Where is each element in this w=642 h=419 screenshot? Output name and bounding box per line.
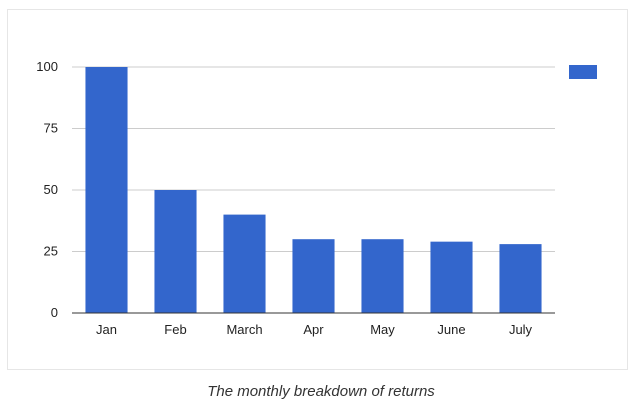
bar-may <box>361 239 404 313</box>
bar-june <box>430 241 473 313</box>
y-tick-label: 75 <box>44 121 58 136</box>
x-tick-label: May <box>370 322 395 337</box>
x-tick-label: Jan <box>96 322 117 337</box>
x-axis-ticks: Jan Feb March Apr May June July <box>96 322 533 337</box>
x-tick-label: March <box>226 322 262 337</box>
y-tick-label: 50 <box>44 182 58 197</box>
grid-lines <box>72 66 555 252</box>
x-tick-label: July <box>509 322 533 337</box>
y-tick-label: 0 <box>51 305 58 320</box>
bar-feb <box>154 190 197 313</box>
y-axis-ticks: 0 25 50 75 100 <box>36 59 58 320</box>
y-tick-label: 25 <box>44 244 58 259</box>
bar-chart: 0 25 50 75 100 Jan Feb March Apr May June July <box>36 59 597 337</box>
x-tick-label: Feb <box>164 322 186 337</box>
x-tick-label: Apr <box>303 322 324 337</box>
chart-caption: The monthly breakdown of returns <box>207 383 435 400</box>
x-tick-label: June <box>437 322 465 337</box>
bar-jan <box>85 67 128 313</box>
legend-swatch <box>569 65 597 79</box>
bar-apr <box>292 239 335 313</box>
bar-march <box>223 214 266 313</box>
bars <box>85 67 542 313</box>
bar-july <box>499 244 542 313</box>
y-tick-label: 100 <box>36 59 58 74</box>
